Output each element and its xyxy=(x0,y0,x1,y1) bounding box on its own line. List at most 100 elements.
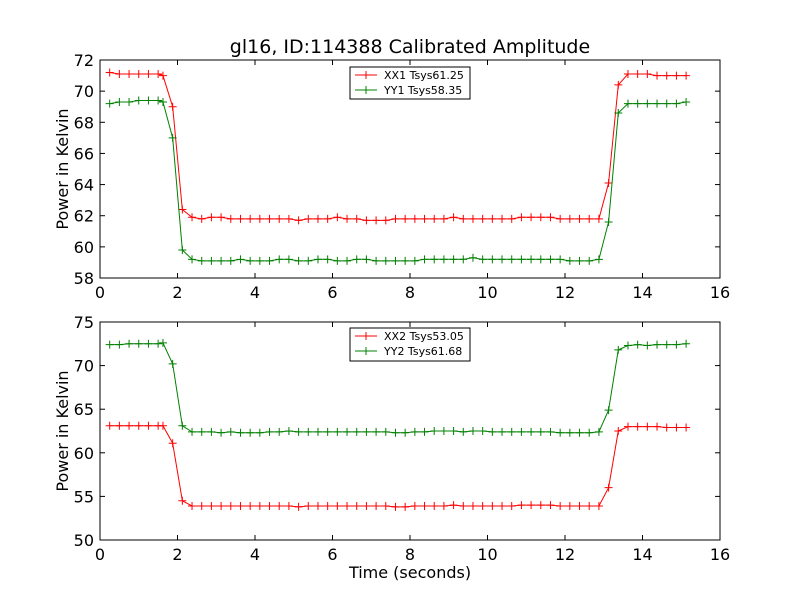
data-point-marker xyxy=(517,501,526,510)
data-point-marker xyxy=(517,427,526,436)
y-tick-label: 64 xyxy=(74,176,94,195)
data-point-marker xyxy=(188,213,197,222)
data-point-marker xyxy=(662,423,671,432)
data-point-marker xyxy=(507,427,516,436)
data-point-marker xyxy=(623,70,632,79)
data-point-marker xyxy=(527,501,536,510)
data-point-marker xyxy=(527,255,536,264)
data-point-marker xyxy=(226,427,235,436)
data-point-marker xyxy=(401,256,410,265)
data-point-marker xyxy=(154,70,163,79)
data-point-marker xyxy=(323,501,332,510)
x-tick-label: 10 xyxy=(477,545,497,564)
data-point-marker xyxy=(381,427,390,436)
data-point-marker xyxy=(672,340,681,349)
data-point-marker xyxy=(410,427,419,436)
data-point-marker xyxy=(672,99,681,108)
data-point-marker xyxy=(682,71,691,80)
data-point-marker xyxy=(154,339,163,348)
data-point-marker xyxy=(594,427,603,436)
data-point-marker xyxy=(343,214,352,223)
data-point-marker xyxy=(217,256,226,265)
data-point-marker xyxy=(478,255,487,264)
data-point-marker xyxy=(372,501,381,510)
data-point-marker xyxy=(158,98,167,107)
data-point-marker xyxy=(294,427,303,436)
figure-title: gl16, ID:114388 Calibrated Amplitude xyxy=(230,36,590,58)
data-point-marker xyxy=(468,253,477,262)
data-point-marker xyxy=(585,214,594,223)
data-point-marker xyxy=(236,428,245,437)
data-point-marker xyxy=(604,483,613,492)
data-point-marker xyxy=(246,501,255,510)
data-point-marker xyxy=(594,501,603,510)
data-point-marker xyxy=(527,427,536,436)
data-point-marker xyxy=(391,256,400,265)
data-point-marker xyxy=(420,427,429,436)
data-point-marker xyxy=(226,256,235,265)
data-point-marker xyxy=(134,96,143,105)
data-point-marker xyxy=(430,427,439,435)
data-point-marker xyxy=(304,256,313,265)
data-point-marker xyxy=(255,214,264,223)
data-point-marker xyxy=(507,501,516,510)
data-point-marker xyxy=(546,501,555,510)
data-point-marker xyxy=(507,255,516,264)
data-point-marker xyxy=(672,423,681,432)
x-tick-label: 0 xyxy=(95,283,105,302)
data-point-marker xyxy=(134,70,143,79)
data-point-marker xyxy=(585,501,594,510)
data-point-marker xyxy=(614,345,623,354)
y-tick-label: 70 xyxy=(74,82,94,101)
x-tick-label: 14 xyxy=(632,545,652,564)
data-point-marker xyxy=(323,255,332,264)
data-point-marker xyxy=(468,501,477,510)
data-point-marker xyxy=(430,255,439,264)
data-point-marker xyxy=(401,502,410,511)
data-point-marker xyxy=(614,108,623,117)
data-point-marker xyxy=(246,214,255,223)
y-tick-label: 60 xyxy=(74,238,94,257)
data-point-marker xyxy=(313,501,322,510)
data-point-marker xyxy=(420,214,429,223)
data-point-marker xyxy=(197,501,206,510)
data-point-marker xyxy=(643,99,652,108)
legend-entry-label: XX2 Tsys53.05 xyxy=(384,330,464,343)
data-point-marker xyxy=(468,427,477,435)
data-point-marker xyxy=(284,501,293,510)
data-point-marker xyxy=(498,427,507,436)
data-point-marker xyxy=(546,427,555,436)
y-tick-label: 75 xyxy=(74,313,94,332)
data-point-marker xyxy=(313,214,322,223)
x-tick-label: 12 xyxy=(555,545,575,564)
data-point-marker xyxy=(265,427,274,436)
y-axis-label: Power in Kelvin xyxy=(53,108,72,229)
x-axis-label: Time (seconds) xyxy=(348,563,471,582)
data-point-marker xyxy=(653,340,662,349)
x-tick-label: 4 xyxy=(250,283,260,302)
y-tick-label: 68 xyxy=(74,113,94,132)
data-point-marker xyxy=(604,217,613,226)
data-point-marker xyxy=(391,428,400,437)
data-point-marker xyxy=(246,256,255,265)
data-point-marker xyxy=(594,255,603,264)
data-point-marker xyxy=(614,80,623,89)
data-point-marker xyxy=(125,98,134,107)
data-point-marker xyxy=(410,256,419,265)
data-point-marker xyxy=(498,214,507,223)
data-point-marker xyxy=(420,255,429,264)
data-point-marker xyxy=(304,501,313,510)
data-point-marker xyxy=(420,501,429,510)
data-point-marker xyxy=(633,422,642,431)
data-point-marker xyxy=(275,214,284,223)
data-point-marker xyxy=(158,338,167,347)
data-point-marker xyxy=(391,502,400,511)
data-point-marker xyxy=(265,214,274,223)
data-point-marker xyxy=(682,98,691,107)
data-point-marker xyxy=(197,214,206,223)
data-point-marker xyxy=(459,214,468,223)
y-tick-label: 50 xyxy=(74,531,94,550)
data-point-marker xyxy=(168,439,177,448)
data-point-marker xyxy=(575,501,584,510)
data-point-marker xyxy=(188,501,197,510)
